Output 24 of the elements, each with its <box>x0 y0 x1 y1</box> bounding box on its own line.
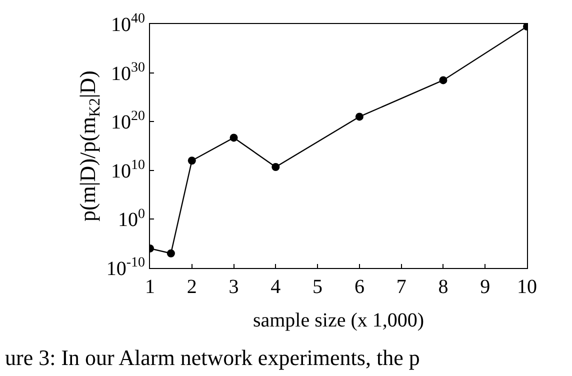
x-tick-label: 7 <box>396 276 406 298</box>
point <box>272 162 280 171</box>
x-tick-label: 2 <box>186 276 197 298</box>
x-axis-title: sample size (x 1,000) <box>252 310 424 332</box>
point <box>166 249 175 258</box>
text: ure 3: In our Alarm network experiments, the p <box>5 345 420 370</box>
point <box>439 76 448 84</box>
x-tick-label: 9 <box>480 276 490 298</box>
x-tick-label: 4 <box>270 276 281 298</box>
y-tick-label: 10$^{-10}$ <box>106 256 145 280</box>
y-tick-label: 10$^{10}$ <box>111 158 145 182</box>
x-tick-label: 6 <box>354 276 364 298</box>
point <box>355 112 364 121</box>
y-tick-label: 10$^{20}$ <box>111 109 145 134</box>
x-tick-label: 5 <box>312 276 323 298</box>
x-tick-label: 8 <box>438 276 448 298</box>
point <box>188 156 196 165</box>
y-tick-label: 10$^{40}$ <box>111 12 145 36</box>
x-tick-label: 1 <box>145 276 155 298</box>
point <box>230 134 238 142</box>
x-tick-label: 3 <box>228 276 239 298</box>
x-tick-label: 10 <box>517 276 537 298</box>
y-tick-label: 10$^{30}$ <box>111 60 145 85</box>
y-tick-label: 10$^{0}$ <box>118 206 145 232</box>
